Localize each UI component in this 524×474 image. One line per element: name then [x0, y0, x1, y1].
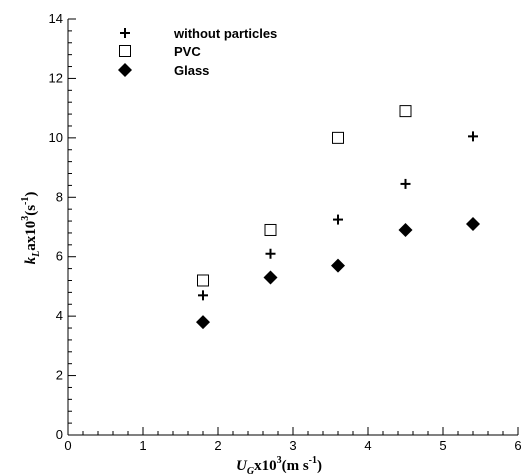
y-axis-ticks: 0 2 4 6 8 10 12 14 — [49, 11, 76, 442]
point-glass — [331, 258, 345, 273]
point-without-particles — [333, 214, 343, 225]
x-tick-label: 3 — [289, 438, 296, 453]
x-tick-label: 1 — [139, 438, 146, 453]
y-axis-title: kLax103(s-1) — [20, 192, 42, 265]
point-pvc — [197, 274, 209, 287]
y-tick-label: 2 — [56, 368, 63, 383]
legend: without particles PVC Glass — [118, 26, 277, 78]
point-without-particles — [400, 178, 411, 189]
data-points — [196, 105, 480, 330]
y-tick-label: 4 — [56, 308, 63, 323]
x-axis-title: UGx103(m s-1) — [236, 455, 322, 474]
x-tick-label: 6 — [514, 438, 521, 453]
point-glass — [263, 270, 278, 285]
x-tick-label: 4 — [364, 438, 371, 453]
legend-marker-pvc — [119, 45, 131, 57]
legend-marker-without-particles — [120, 28, 130, 38]
point-pvc — [399, 105, 412, 118]
y-tick-label: 0 — [56, 427, 63, 442]
x-tick-label: 5 — [439, 438, 446, 453]
point-glass — [196, 315, 210, 330]
point-without-particles — [198, 290, 208, 301]
point-pvc — [332, 131, 344, 144]
point-without-particles — [265, 248, 276, 259]
y-tick-label: 14 — [49, 11, 63, 26]
point-glass — [398, 222, 413, 237]
legend-label-without-particles: without particles — [173, 26, 277, 41]
legend-marker-glass — [118, 63, 132, 77]
axes — [67, 19, 518, 436]
point-pvc — [264, 223, 277, 236]
x-axis-ticks: 0 1 2 3 4 5 6 — [64, 427, 522, 453]
point-glass — [466, 217, 480, 232]
legend-label-pvc: PVC — [174, 44, 201, 59]
x-tick-label: 2 — [214, 438, 221, 453]
y-tick-label: 8 — [56, 189, 63, 204]
y-tick-label: 6 — [56, 249, 63, 264]
x-tick-label: 0 — [64, 438, 71, 453]
y-tick-label: 10 — [49, 130, 63, 145]
y-tick-label: 12 — [49, 70, 63, 85]
point-without-particles — [468, 131, 478, 142]
legend-label-glass: Glass — [174, 63, 209, 78]
